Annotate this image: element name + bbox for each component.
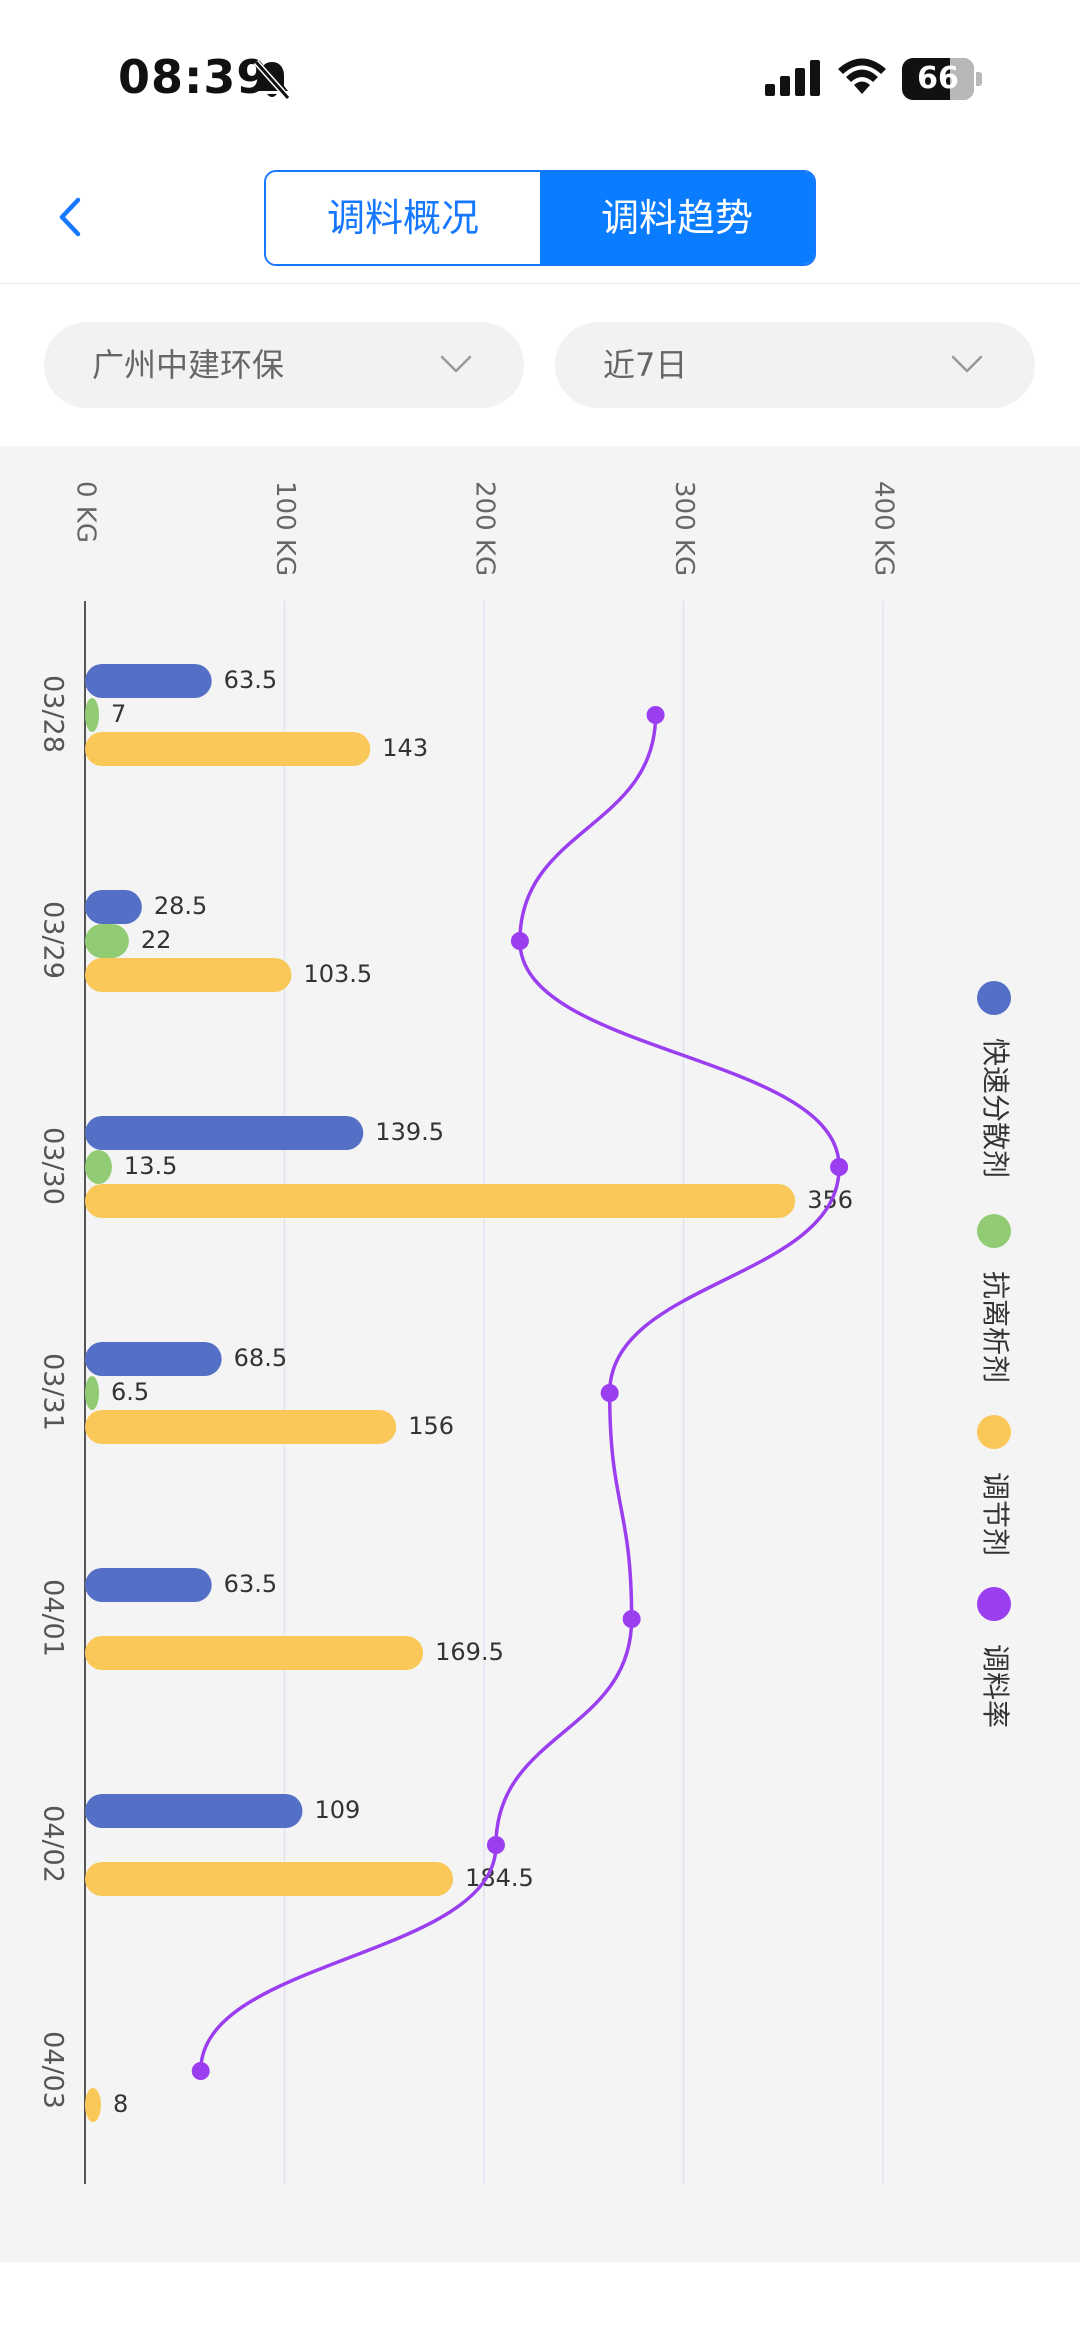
chevron-down-icon (440, 355, 472, 373)
legend-label: 抗离析剂 (979, 1271, 1012, 1383)
bar-value-label: 139.5 (375, 1118, 444, 1146)
bar (85, 1376, 99, 1410)
bar (85, 1116, 364, 1150)
legend-label: 调料率 (979, 1644, 1012, 1728)
bar (85, 1794, 303, 1828)
legend-label: 调节剂 (979, 1472, 1012, 1556)
legend-label: 快速分散剂 (979, 1038, 1012, 1178)
bar-value-label: 169.5 (435, 1638, 504, 1666)
bar (85, 1342, 222, 1376)
bar (85, 1150, 112, 1184)
category-label: 03/29 (38, 901, 69, 979)
value-axis-tick-label: 0 KG (71, 481, 101, 543)
bar-value-label: 7 (111, 700, 126, 728)
company-dropdown-label: 广州中建环保 (92, 346, 285, 384)
legend-swatch (977, 981, 1011, 1015)
wifi-icon (838, 58, 886, 94)
bar-value-label: 156 (408, 1412, 454, 1440)
legend-swatch (977, 1415, 1011, 1449)
tab-overview[interactable]: 调料概况 (266, 172, 540, 264)
bar (85, 1410, 397, 1444)
chart-area: 0 KG 100 KG 200 KG 300 KG 400 KG 03/28 03/29 03… (0, 446, 1080, 2262)
bar-value-label: 63.5 (224, 666, 277, 694)
bar-value-label: 13.5 (124, 1152, 177, 1180)
company-dropdown[interactable]: 广州中建环保 (44, 322, 524, 408)
bar (85, 924, 129, 958)
bar-value-label: 184.5 (465, 1864, 534, 1892)
rate-point (510, 932, 529, 950)
rate-point (622, 1610, 641, 1628)
bell-slash-icon (253, 60, 291, 100)
bar-value-label: 6.5 (111, 1378, 149, 1406)
rate-point (600, 1384, 619, 1402)
category-label: 03/31 (38, 1353, 69, 1431)
category-label: 04/03 (38, 2031, 69, 2109)
category-label: 03/30 (38, 1127, 69, 1205)
bar (85, 732, 371, 766)
bottom-spacer (0, 2262, 1080, 2347)
category-label: 03/28 (38, 675, 69, 753)
filter-bar: 广州中建环保 近7日 (0, 284, 1080, 446)
value-axis-tick-label: 300 KG (669, 481, 699, 576)
bar-value-label: 143 (382, 734, 428, 762)
chevron-left-icon[interactable] (48, 192, 92, 242)
rate-point (486, 1836, 505, 1854)
rate-point (191, 2062, 210, 2080)
status-bar: 08:39 66 (0, 0, 1080, 150)
legend-swatch (977, 1587, 1011, 1621)
bar (85, 1568, 212, 1602)
bar-value-label: 8 (113, 2090, 128, 2118)
bar (85, 1862, 454, 1896)
legend-swatch (977, 1214, 1011, 1248)
segmented-control: 调料概况 调料趋势 (264, 170, 816, 266)
bar (85, 890, 142, 924)
bar (85, 698, 99, 732)
bar (85, 958, 292, 992)
category-label: 04/01 (38, 1579, 69, 1657)
bar (85, 1636, 424, 1670)
value-axis-tick-label: 200 KG (470, 481, 500, 576)
trend-chart: 0 KG 100 KG 200 KG 300 KG 400 KG 03/28 03/29 03… (38, 481, 1012, 2184)
bar-value-label: 28.5 (154, 892, 207, 920)
bar-value-label: 22 (141, 926, 172, 954)
period-dropdown-label: 近7日 (603, 346, 688, 384)
cellular-signal-icon (765, 60, 820, 96)
bar-value-label: 63.5 (224, 1570, 277, 1598)
header: 调料概况 调料趋势 (0, 150, 1080, 284)
battery-icon: 66 (902, 58, 982, 100)
bar-value-label: 103.5 (303, 960, 372, 988)
chevron-down-icon (951, 355, 983, 373)
bar (85, 1184, 796, 1218)
bar-value-label: 109 (314, 1796, 360, 1824)
tab-trend[interactable]: 调料趋势 (540, 172, 814, 264)
bar (85, 2088, 101, 2122)
status-time: 08:39 (118, 50, 270, 104)
battery-level: 66 (917, 61, 959, 96)
rate-point (830, 1158, 849, 1176)
rate-point (646, 706, 665, 724)
category-label: 04/02 (38, 1805, 69, 1883)
value-axis-tick-label: 100 KG (270, 481, 300, 576)
bar (85, 664, 212, 698)
bar-value-label: 68.5 (234, 1344, 287, 1372)
period-dropdown[interactable]: 近7日 (555, 322, 1035, 408)
value-axis-tick-label: 400 KG (869, 481, 899, 576)
